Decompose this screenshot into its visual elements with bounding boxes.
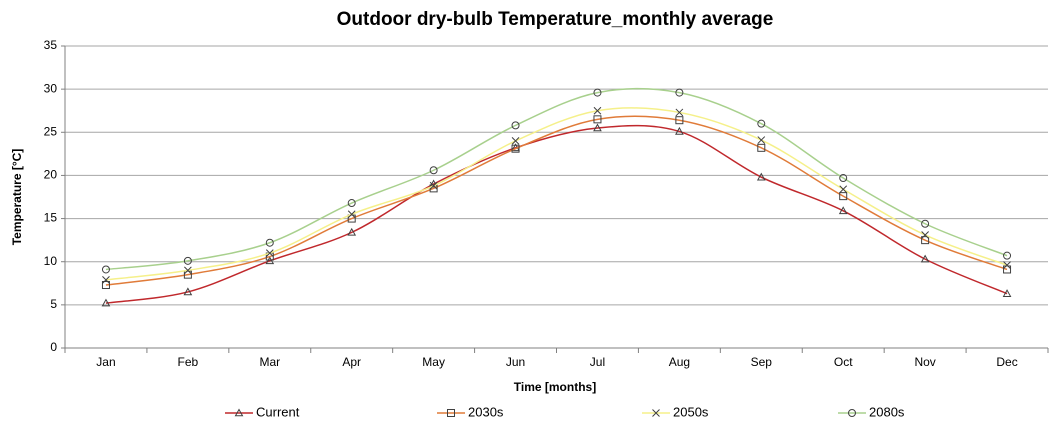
legend-label: 2080s [869, 404, 905, 419]
marker [102, 275, 110, 284]
y-tick-label: 10 [44, 254, 58, 268]
y-tick-label: 25 [44, 124, 58, 138]
marker [101, 298, 111, 307]
legend-label: 2030s [468, 404, 504, 419]
marker [1003, 251, 1012, 260]
marker [921, 236, 930, 245]
y-tick-label: 0 [50, 340, 57, 354]
marker [839, 185, 848, 194]
y-tick-label: 30 [44, 81, 58, 95]
legend-marker [848, 409, 856, 417]
legend-marker [447, 409, 455, 417]
marker [757, 136, 766, 144]
marker [347, 199, 356, 208]
y-tick-label: 15 [44, 211, 58, 225]
series-line [105, 87, 1008, 271]
marker [593, 88, 602, 97]
marker [265, 249, 274, 257]
x-tick-label: Apr [342, 355, 361, 369]
x-tick-label: Feb [178, 355, 199, 369]
x-tick-label: May [422, 355, 445, 369]
x-tick-label: Jan [96, 355, 115, 369]
marker [511, 121, 520, 130]
marker [921, 231, 929, 239]
x-tick-label: Aug [669, 355, 690, 369]
marker [1003, 265, 1012, 274]
x-tick-label: Nov [914, 355, 935, 369]
marker [347, 227, 357, 236]
marker [347, 214, 356, 223]
marker [593, 123, 602, 132]
marker [756, 172, 766, 181]
marker [429, 181, 438, 190]
marker [347, 210, 356, 219]
x-tick-label: Jun [506, 355, 525, 369]
marker [839, 192, 848, 201]
legend-label: Current [256, 404, 300, 419]
x-tick-label: Dec [996, 355, 1017, 369]
marker [183, 256, 192, 265]
marker [593, 106, 602, 115]
marker [1003, 261, 1011, 270]
marker [675, 116, 684, 125]
y-tick-label: 35 [44, 38, 58, 52]
x-tick-label: Mar [259, 355, 280, 369]
marker [511, 144, 520, 153]
x-tick-label: Jul [590, 355, 605, 369]
marker [757, 143, 766, 152]
legend-marker [652, 409, 660, 417]
marker [838, 206, 848, 215]
marker [183, 287, 193, 296]
marker [101, 281, 110, 290]
series-line [105, 124, 1008, 304]
x-axis-label: Time [months] [514, 380, 596, 394]
x-tick-label: Oct [834, 355, 853, 369]
marker [429, 184, 438, 193]
marker [920, 254, 930, 263]
marker [1002, 289, 1012, 297]
legend-marker [234, 408, 244, 417]
marker [183, 270, 192, 279]
marker [101, 265, 110, 274]
marker [921, 219, 930, 228]
marker [839, 174, 848, 183]
marker [675, 108, 684, 117]
legend-label: 2050s [673, 404, 709, 419]
y-axis-label: Temperature [°C] [10, 149, 24, 246]
marker [265, 238, 274, 247]
y-tick-label: 5 [50, 297, 57, 311]
marker [184, 266, 192, 275]
series-line [105, 115, 1008, 286]
marker [593, 115, 602, 124]
marker [757, 119, 766, 128]
marker [675, 88, 684, 97]
chart-title: Outdoor dry-bulb Temperature_monthly ave… [337, 9, 774, 30]
y-tick-label: 20 [44, 168, 58, 182]
x-tick-label: Sep [751, 355, 773, 369]
marker [675, 126, 684, 135]
marker [429, 166, 438, 175]
series-line [105, 107, 1008, 281]
marker [511, 137, 520, 145]
